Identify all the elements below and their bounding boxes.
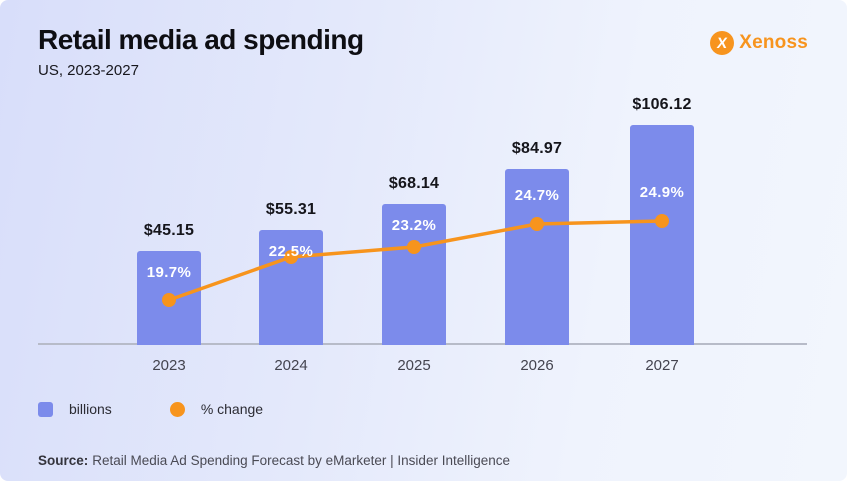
pct-change-label-2026: 24.7% [514,187,560,204]
chart-legend: billions % change [38,401,263,417]
bar-value-label-2026: $84.97 [511,140,563,157]
line-series-swatch [169,401,185,417]
pct-change-label-2027: 24.9% [639,184,685,201]
x-axis-label-2026: 2026 [520,357,554,374]
bar-value-label-2023: $45.15 [143,222,195,239]
bar-series-swatch [38,401,53,417]
page-subtitle: US, 2023-2027 [38,62,139,79]
page-title: Retail media ad spending [38,24,364,55]
source-label: Source: [38,453,89,468]
source-note: Source: Retail Media Ad Spending Forecast… [38,453,510,468]
x-axis-label-2025: 2025 [397,357,431,374]
pct-change-label-2024: 22.5% [268,243,314,260]
x-axis-label-2027: 2027 [645,357,679,374]
legend-item-pct-change: % change [169,401,264,417]
xenoss-logo-text: Xenoss [739,32,808,53]
xenoss-logo: X Xenoss [710,31,808,55]
bar-2027 [630,125,694,345]
legend-item-billions: billions [38,401,112,417]
pct-change-label-2023: 19.7% [146,264,192,281]
legend-label-pct-change: % change [200,401,264,417]
x-axis-label-2023: 2023 [152,357,186,374]
legend-label-billions: billions [69,401,112,417]
bar-value-label-2027: $106.12 [632,96,692,113]
pct-change-label-2025: 23.2% [391,217,437,234]
x-axis-label-2024: 2024 [274,357,308,374]
source-text: Retail Media Ad Spending Forecast by eMa… [92,453,510,468]
bar-value-label-2025: $68.14 [388,175,440,192]
bar-value-label-2024: $55.31 [265,201,317,218]
xenoss-logo-icon: X [710,31,735,55]
